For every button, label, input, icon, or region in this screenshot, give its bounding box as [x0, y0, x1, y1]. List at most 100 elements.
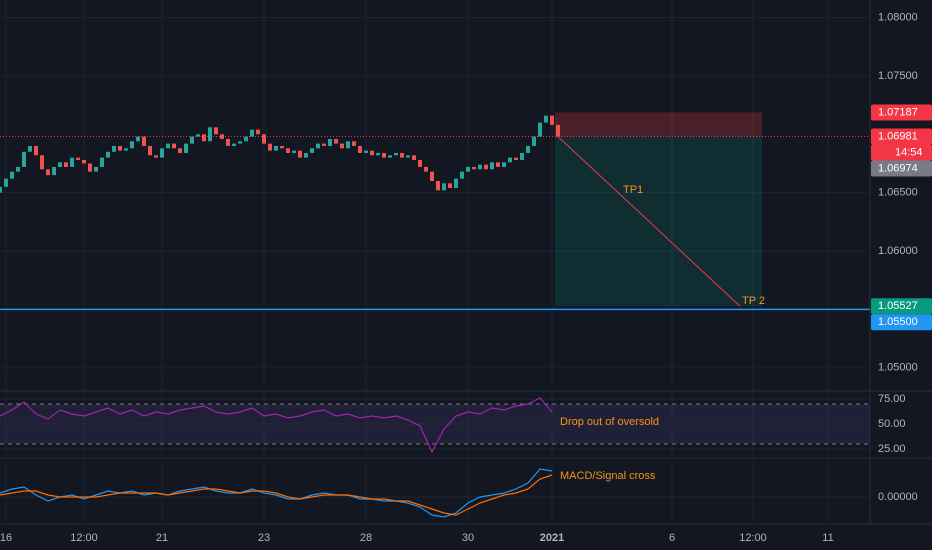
candle — [268, 143, 272, 151]
x-tick-label: 11 — [822, 532, 833, 544]
candle — [220, 134, 224, 139]
price-label: 1.05527 — [878, 300, 918, 312]
candle — [556, 124, 560, 137]
candle — [190, 136, 194, 144]
candle — [502, 162, 506, 167]
candle — [166, 143, 170, 149]
candle — [124, 148, 128, 151]
candle — [232, 143, 236, 146]
price-label: 14:54 — [895, 146, 923, 158]
price-label: 1.05500 — [878, 316, 918, 328]
candle — [412, 155, 416, 160]
candle — [526, 145, 530, 153]
annotation: TP1 — [623, 184, 643, 196]
candle — [544, 115, 548, 123]
indicator-line — [0, 468, 553, 518]
candle — [292, 150, 296, 153]
candle — [436, 180, 440, 191]
candle — [262, 134, 266, 144]
candle — [256, 129, 260, 135]
candle — [424, 166, 428, 172]
candle — [472, 166, 476, 170]
candle — [280, 145, 284, 149]
candle — [130, 141, 134, 149]
candle — [34, 145, 38, 156]
candle — [454, 178, 458, 188]
price-label-box — [871, 314, 932, 331]
candle — [82, 159, 86, 164]
candle — [448, 183, 452, 188]
candle — [4, 178, 8, 187]
candle — [550, 115, 554, 125]
candle — [520, 152, 524, 160]
annotation: Drop out of oversold — [560, 416, 659, 428]
candle — [22, 151, 26, 167]
x-tick-label: 12:00 — [70, 532, 98, 544]
y-tick-label: 1.06500 — [878, 187, 918, 199]
candle — [442, 183, 446, 191]
price-label-box — [871, 160, 932, 177]
candle — [358, 145, 362, 153]
candle — [400, 152, 404, 158]
indicator-line — [0, 474, 553, 516]
candle — [184, 143, 188, 153]
annotation: TP 2 — [742, 295, 765, 307]
candle — [142, 136, 146, 146]
x-tick-label: 6 — [669, 532, 675, 544]
candle — [172, 143, 176, 149]
price-label: 1.07187 — [878, 106, 918, 118]
x-tick-label: 12:00 — [739, 532, 767, 544]
candle — [208, 127, 212, 142]
y-tick-label: 0.00000 — [878, 491, 918, 503]
candle — [346, 141, 350, 149]
candle — [322, 143, 326, 146]
candle — [340, 143, 344, 149]
candle — [508, 157, 512, 163]
x-tick-label: 28 — [360, 532, 372, 544]
candle — [418, 159, 422, 167]
candle — [52, 166, 56, 176]
x-tick-label: 23 — [258, 532, 270, 544]
candle — [466, 166, 470, 172]
candle — [478, 164, 482, 170]
candle — [532, 136, 536, 146]
price-label-box — [871, 144, 932, 161]
stop-zone — [555, 112, 762, 137]
x-tick-label: 2021 — [540, 532, 564, 544]
candle — [382, 152, 386, 158]
candle — [178, 148, 182, 153]
y-tick-label: 50.00 — [878, 418, 906, 430]
x-tick-label: 16 — [0, 532, 12, 544]
candle — [460, 171, 464, 179]
annotation: MACD/Signal cross — [560, 470, 656, 482]
price-label-box — [871, 298, 932, 315]
candle — [70, 157, 74, 167]
candle — [352, 141, 356, 146]
candle — [304, 152, 308, 158]
candle — [196, 134, 200, 137]
candle — [214, 127, 218, 135]
candle — [202, 134, 206, 142]
candle — [406, 155, 410, 158]
candle — [484, 164, 488, 170]
candle — [316, 143, 320, 149]
candle — [154, 155, 158, 158]
candle — [118, 145, 122, 151]
candle — [148, 145, 152, 156]
candle — [394, 152, 398, 156]
candle — [100, 157, 104, 167]
candle — [364, 150, 368, 153]
y-tick-label: 25.00 — [878, 443, 906, 455]
target-zone — [555, 136, 762, 307]
y-tick-label: 1.08000 — [878, 11, 918, 23]
y-tick-label: 75.00 — [878, 393, 906, 405]
candle — [370, 150, 374, 156]
target-line — [557, 136, 741, 307]
y-tick-label: 1.05000 — [878, 362, 918, 374]
candle — [94, 166, 98, 172]
candle — [160, 148, 164, 158]
price-label: 1.06981 — [878, 130, 918, 142]
candle — [106, 151, 110, 158]
y-tick-label: 1.06000 — [878, 245, 918, 257]
